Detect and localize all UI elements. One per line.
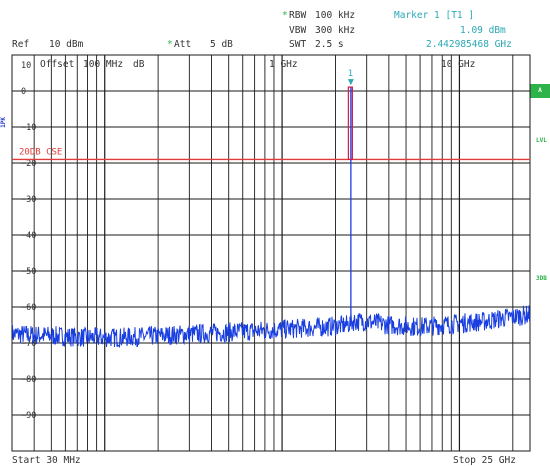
side-label-lvl: LVL — [536, 137, 547, 144]
carrier-peak — [347, 86, 353, 323]
rbw-value: 100 kHz — [315, 10, 356, 21]
offset-value: 100 MHz — [83, 59, 123, 70]
marker-title: Marker 1 [T1 ] — [394, 10, 475, 21]
att-asterisk: * — [167, 39, 173, 50]
marker-level: 1.09 dBm — [460, 25, 506, 36]
y-tick-label: 0 — [21, 87, 26, 97]
plot-frame — [11, 54, 531, 452]
carrier-envelope — [347, 86, 353, 160]
att-value: 5 dB — [210, 39, 233, 50]
limit-line-label: 20DB CSE — [19, 147, 62, 157]
ref-value: 10 dBm — [49, 39, 84, 50]
ghz10-label: 10 GHz — [441, 59, 475, 70]
att-label: Att — [174, 39, 192, 50]
y-tick-label: −80 — [21, 375, 36, 385]
y-tick-label: −70 — [21, 339, 36, 349]
y-tick-label: −30 — [21, 195, 36, 205]
y-tick-label: −50 — [21, 267, 36, 277]
vbw-label: VBW — [289, 25, 307, 36]
y-tick-label: −90 — [21, 411, 36, 421]
marker-number: 1 — [348, 69, 353, 79]
offset-label: Offset — [40, 59, 74, 70]
side-label-a: A — [530, 84, 550, 98]
vertical-grid — [33, 55, 514, 451]
marker-triangle-icon — [347, 79, 354, 86]
swt-label: SWT — [289, 39, 307, 50]
spectrum-trace — [11, 305, 531, 348]
ref-label: Ref — [12, 39, 30, 50]
rbw-label: RBW — [289, 10, 307, 21]
swt-value: 2.5 s — [315, 39, 344, 50]
ghz1-label: 1 GHz — [269, 59, 298, 70]
horizontal-grid — [12, 90, 530, 416]
offset-unit: dB — [133, 59, 145, 70]
y-tick-label: −20 — [21, 159, 36, 169]
y-tick-label: −10 — [21, 123, 36, 133]
start-frequency: Start 30 MHz — [12, 455, 81, 466]
y-tick-label: 10 — [21, 61, 31, 71]
y-tick-label: −60 — [21, 303, 36, 313]
stop-frequency: Stop 25 GHz — [453, 455, 516, 466]
vbw-value: 300 kHz — [315, 25, 356, 36]
marker-frequency: 2.442985468 GHz — [426, 39, 512, 50]
y-tick-label: −40 — [21, 231, 36, 241]
rbw-asterisk: * — [282, 10, 288, 21]
side-label-3db: 3DB — [536, 275, 547, 282]
y-tick-labels: 10 0 −10 −20 −30 −40 −50 −60 −70 −80 −90 — [12, 54, 36, 421]
